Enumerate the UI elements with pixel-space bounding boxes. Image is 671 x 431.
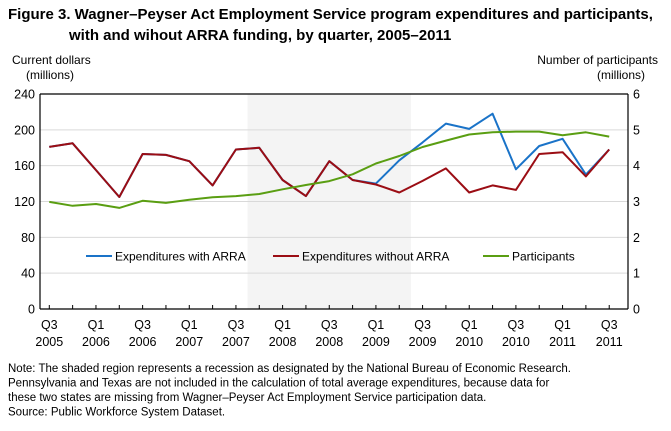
legend-label: Expenditures with ARRA [115, 250, 246, 264]
x-tick-label-year: 2008 [315, 335, 343, 349]
y-tick-left: 40 [21, 267, 35, 281]
left-axis-label-line1: Current dollars [12, 53, 91, 67]
y-tick-left: 120 [14, 195, 35, 209]
x-tick-label-year: 2006 [129, 335, 157, 349]
note-line: Note: The shaded region represents a rec… [8, 363, 571, 375]
x-tick-label-quarter: Q3 [601, 318, 618, 332]
x-tick-label-quarter: Q1 [554, 318, 571, 332]
x-tick-label-quarter: Q3 [508, 318, 525, 332]
x-tick-label-year: 2010 [455, 335, 483, 349]
y-tick-right: 1 [633, 267, 640, 281]
x-tick-label-quarter: Q3 [414, 318, 431, 332]
y-tick-left: 80 [21, 231, 35, 245]
source-note: Source: Public Workforce System Dataset. [8, 407, 225, 419]
y-tick-left: 240 [14, 88, 35, 102]
note-line: Pennsylvania and Texas are not included … [8, 378, 549, 390]
x-tick-label-quarter: Q1 [88, 318, 105, 332]
y-tick-right: 6 [633, 88, 640, 102]
x-tick-label-year: 2009 [362, 335, 390, 349]
x-tick-label-quarter: Q1 [274, 318, 291, 332]
right-axis-label-line1: Number of participants [537, 53, 658, 67]
x-tick-label-year: 2005 [35, 335, 63, 349]
x-tick-label-year: 2007 [222, 335, 250, 349]
x-tick-label-quarter: Q3 [41, 318, 58, 332]
x-tick-label-year: 2008 [269, 335, 297, 349]
note-line: these two states are missing from Wagner… [8, 392, 486, 404]
x-tick-label-year: 2009 [409, 335, 437, 349]
y-tick-right: 5 [633, 123, 640, 137]
x-tick-label-quarter: Q1 [461, 318, 478, 332]
y-tick-right: 2 [633, 231, 640, 245]
x-tick-label-quarter: Q3 [321, 318, 338, 332]
x-tick-label-year: 2006 [82, 335, 110, 349]
chart-title-line2: with and wihout ARRA funding, by quarter… [68, 27, 451, 44]
x-tick-label-year: 2011 [596, 335, 623, 349]
x-tick-label-year: 2011 [549, 335, 576, 349]
x-tick-label-year: 2010 [502, 335, 530, 349]
y-tick-left: 200 [14, 123, 35, 137]
chart-title-line1: Figure 3. Wagner–Peyser Act Employment S… [8, 6, 653, 23]
legend-label: Participants [512, 250, 575, 264]
x-tick-label-quarter: Q1 [181, 318, 198, 332]
x-tick-label-quarter: Q3 [228, 318, 245, 332]
y-tick-right: 0 [633, 303, 640, 317]
y-tick-left: 160 [14, 159, 35, 173]
legend-label: Expenditures without ARRA [302, 250, 449, 264]
y-tick-left: 0 [28, 303, 35, 317]
y-tick-right: 3 [633, 195, 640, 209]
right-axis-label-line2: (millions) [597, 68, 645, 82]
left-axis-label-line2: (millions) [26, 68, 74, 82]
x-tick-label-year: 2007 [175, 335, 203, 349]
x-tick-label-quarter: Q3 [134, 318, 151, 332]
x-tick-label-quarter: Q1 [368, 318, 385, 332]
y-tick-right: 4 [633, 159, 640, 173]
